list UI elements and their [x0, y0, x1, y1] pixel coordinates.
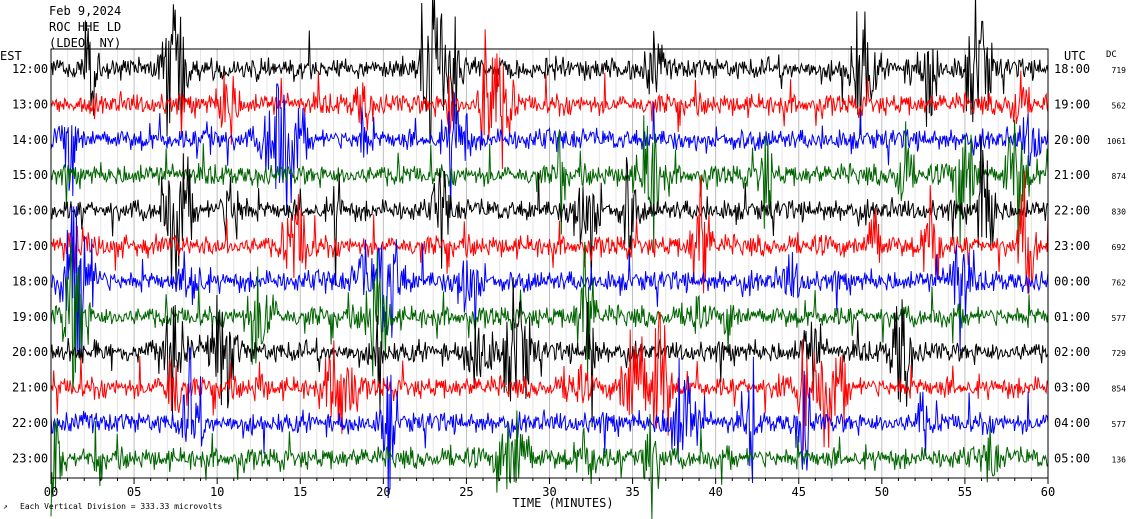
x-tick-label: 10: [210, 485, 224, 499]
est-hour-label: 22:00: [12, 416, 48, 430]
title-line-date: Feb 9,2024: [49, 4, 121, 18]
utc-hour-label: 05:00: [1054, 451, 1090, 465]
dc-offset-label: 874: [1112, 172, 1127, 181]
trace-line: [50, 206, 1049, 357]
utc-hour-label: 03:00: [1054, 381, 1090, 395]
x-tick-label: 20: [376, 485, 390, 499]
utc-hour-label: 04:00: [1054, 416, 1090, 430]
trace-line: [50, 29, 1049, 170]
utc-hour-label: 02:00: [1054, 345, 1090, 359]
est-hour-label: 18:00: [12, 274, 48, 288]
dc-offset-label: 136: [1112, 455, 1127, 464]
dc-offset-label: 692: [1112, 243, 1127, 252]
x-axis-label: TIME (MINUTES): [512, 496, 613, 510]
utc-hour-labels: 18:00 19:00 20:00 21:00 22:00 23:00 00:00 01:00…: [1054, 62, 1090, 465]
trace-line: [50, 312, 1049, 451]
est-hour-label: 20:00: [12, 345, 48, 359]
est-hour-label: 16:00: [12, 204, 48, 218]
trace-line: [50, 277, 1049, 428]
dc-offset-label: 729: [1112, 349, 1127, 358]
est-hour-label: 12:00: [12, 62, 48, 76]
scale-note: Each Vertical Division = 333.33 microvol…: [20, 502, 222, 511]
x-tick-label: 00: [44, 485, 58, 499]
est-axis-label: EST: [0, 49, 22, 63]
est-hour-label: 15:00: [12, 168, 48, 182]
trace-line: [50, 170, 1049, 294]
est-hour-label: 14:00: [12, 133, 48, 147]
utc-hour-label: 18:00: [1054, 62, 1090, 76]
x-tick-label: 50: [875, 485, 889, 499]
utc-hour-label: 21:00: [1054, 168, 1090, 182]
trace-line: [50, 347, 1049, 499]
est-hour-labels: 12:00 13:00 14:00 15:00 16:00 17:00 18:00 19:00…: [12, 62, 48, 465]
x-tick-label: 40: [708, 485, 722, 499]
dc-offset-label: 577: [1112, 314, 1127, 323]
seismic-traces: [50, 0, 1049, 519]
utc-axis-label: UTC: [1064, 49, 1086, 63]
x-tick-label: 30: [542, 485, 556, 499]
title-line-station: ROC HHE LD: [49, 20, 121, 34]
utc-hour-label: 00:00: [1054, 274, 1090, 288]
utc-hour-label: 22:00: [1054, 204, 1090, 218]
utc-hour-label: 19:00: [1054, 97, 1090, 111]
x-tick-label: 55: [958, 485, 972, 499]
trace-line: [50, 83, 1049, 215]
scale-note-icon: ↗: [3, 502, 8, 511]
x-tick-labels: 00 05 10 15 20 25 30 35 40 45 50 55 60: [44, 485, 1055, 499]
est-hour-label: 13:00: [12, 97, 48, 111]
trace-line: [50, 115, 1049, 250]
trace-line: [50, 135, 1049, 286]
est-hour-label: 23:00: [12, 451, 48, 465]
dc-offset-label: 762: [1112, 278, 1127, 287]
x-tick-label: 15: [293, 485, 307, 499]
dc-offset-labels: 719 562 1061 874 830 692 762 577 729 854 577 136: [1107, 66, 1126, 464]
trace-line: [50, 0, 1049, 145]
x-tick-label: 05: [127, 485, 141, 499]
dc-offset-label: 830: [1112, 208, 1127, 217]
dc-offset-label: 1061: [1107, 137, 1126, 146]
x-tick-label: 60: [1041, 485, 1055, 499]
utc-hour-label: 20:00: [1054, 133, 1090, 147]
utc-hour-label: 01:00: [1054, 310, 1090, 324]
x-tick-label: 45: [792, 485, 806, 499]
dc-column-label: DC: [1106, 50, 1117, 60]
est-hour-label: 21:00: [12, 381, 48, 395]
dc-offset-label: 562: [1112, 101, 1127, 110]
trace-line: [50, 410, 1049, 519]
est-hour-label: 19:00: [12, 310, 48, 324]
dc-offset-label: 719: [1112, 66, 1127, 75]
dc-offset-label: 854: [1112, 385, 1127, 394]
x-tick-label: 25: [459, 485, 473, 499]
est-hour-label: 17:00: [12, 239, 48, 253]
x-tick-label: 35: [625, 485, 639, 499]
dc-offset-label: 577: [1112, 420, 1127, 429]
title-line-network: (LDEO, NY): [49, 36, 121, 50]
utc-hour-label: 23:00: [1054, 239, 1090, 253]
plot-frame: [50, 48, 1049, 484]
